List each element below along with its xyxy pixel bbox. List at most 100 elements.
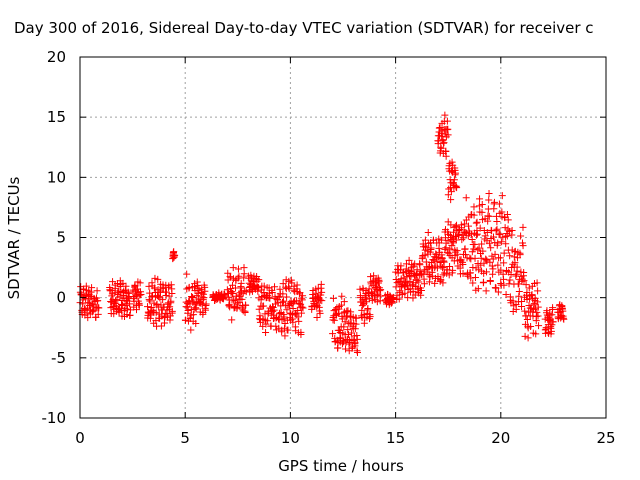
data-point [470,245,478,253]
data-point [135,301,143,309]
data-point [151,284,159,292]
data-segment [520,277,543,342]
data-point [279,290,287,298]
data-point [501,224,509,232]
data-point [197,299,205,307]
data-point [482,268,490,276]
data-point [560,315,568,323]
data-point [444,237,452,245]
data-segment [160,281,176,327]
data-point [533,308,541,316]
data-point [497,238,505,246]
data-point [545,316,553,324]
data-point [297,300,305,308]
data-point [147,304,155,312]
data-point [475,244,483,252]
data-point [395,295,403,303]
data-point [486,258,494,266]
data-point [171,251,179,259]
data-segment [169,248,179,263]
data-point [192,304,200,312]
data-point [462,251,470,259]
data-point [329,330,337,338]
data-point [508,227,516,235]
data-point [313,313,321,321]
data-point [520,277,528,285]
data-point [442,152,450,160]
data-point [342,313,350,321]
data-point [467,255,475,263]
data-point [453,184,461,192]
y-tick-label: 20 [47,48,66,66]
data-point [500,281,508,289]
data-point [122,282,130,290]
data-point [504,216,512,224]
data-point [260,282,268,290]
data-point [294,313,302,321]
data-point [502,290,510,298]
data-point [468,230,476,238]
data-point [459,261,467,269]
data-point [366,313,374,321]
data-point [468,236,476,244]
data-point [439,264,447,272]
y-tick-label: 5 [56,229,66,247]
data-point [235,272,243,280]
data-point [277,302,285,310]
data-point [444,131,452,139]
data-point [490,233,498,241]
data-point [523,316,531,324]
data-point [192,319,200,327]
data-point [299,304,307,312]
data-point [493,225,501,233]
data-point [268,289,276,297]
data-point [189,311,197,319]
data-point [485,212,493,220]
data-point [452,183,460,191]
data-point [465,222,473,230]
data-point [440,139,448,147]
data-point [317,280,325,288]
data-point [470,203,478,211]
data-point [485,196,493,204]
data-point [471,254,479,262]
data-point [343,312,351,320]
data-point [506,252,514,260]
data-point [94,297,102,305]
data-point [478,201,486,209]
data-point [495,231,503,239]
data-point [485,239,493,247]
data-segment [194,281,210,318]
data-point [352,320,360,328]
data-segment [367,272,385,306]
data-point [413,266,421,274]
data-point [123,305,131,313]
data-point [503,210,511,218]
data-point [297,330,305,338]
data-point [506,276,514,284]
data-point [502,240,510,248]
data-point [284,326,292,334]
data-point [522,281,530,289]
data-point [482,256,490,264]
data-point [279,298,287,306]
data-point [480,278,488,286]
data-point [443,117,451,125]
data-point [478,240,486,248]
data-point [523,289,531,297]
data-point [200,294,208,302]
y-axis-label: SDTVAR / TECUs [5,176,23,299]
data-point [450,176,458,184]
data-segment [440,218,469,279]
data-segment [280,276,307,340]
data-segment [356,284,374,327]
data-point [396,287,404,295]
data-point [241,308,249,316]
data-point [240,270,248,278]
data-point [458,224,466,232]
data-point [292,311,300,319]
data-point [279,280,287,288]
data-point [202,300,210,308]
data-point [144,303,152,311]
